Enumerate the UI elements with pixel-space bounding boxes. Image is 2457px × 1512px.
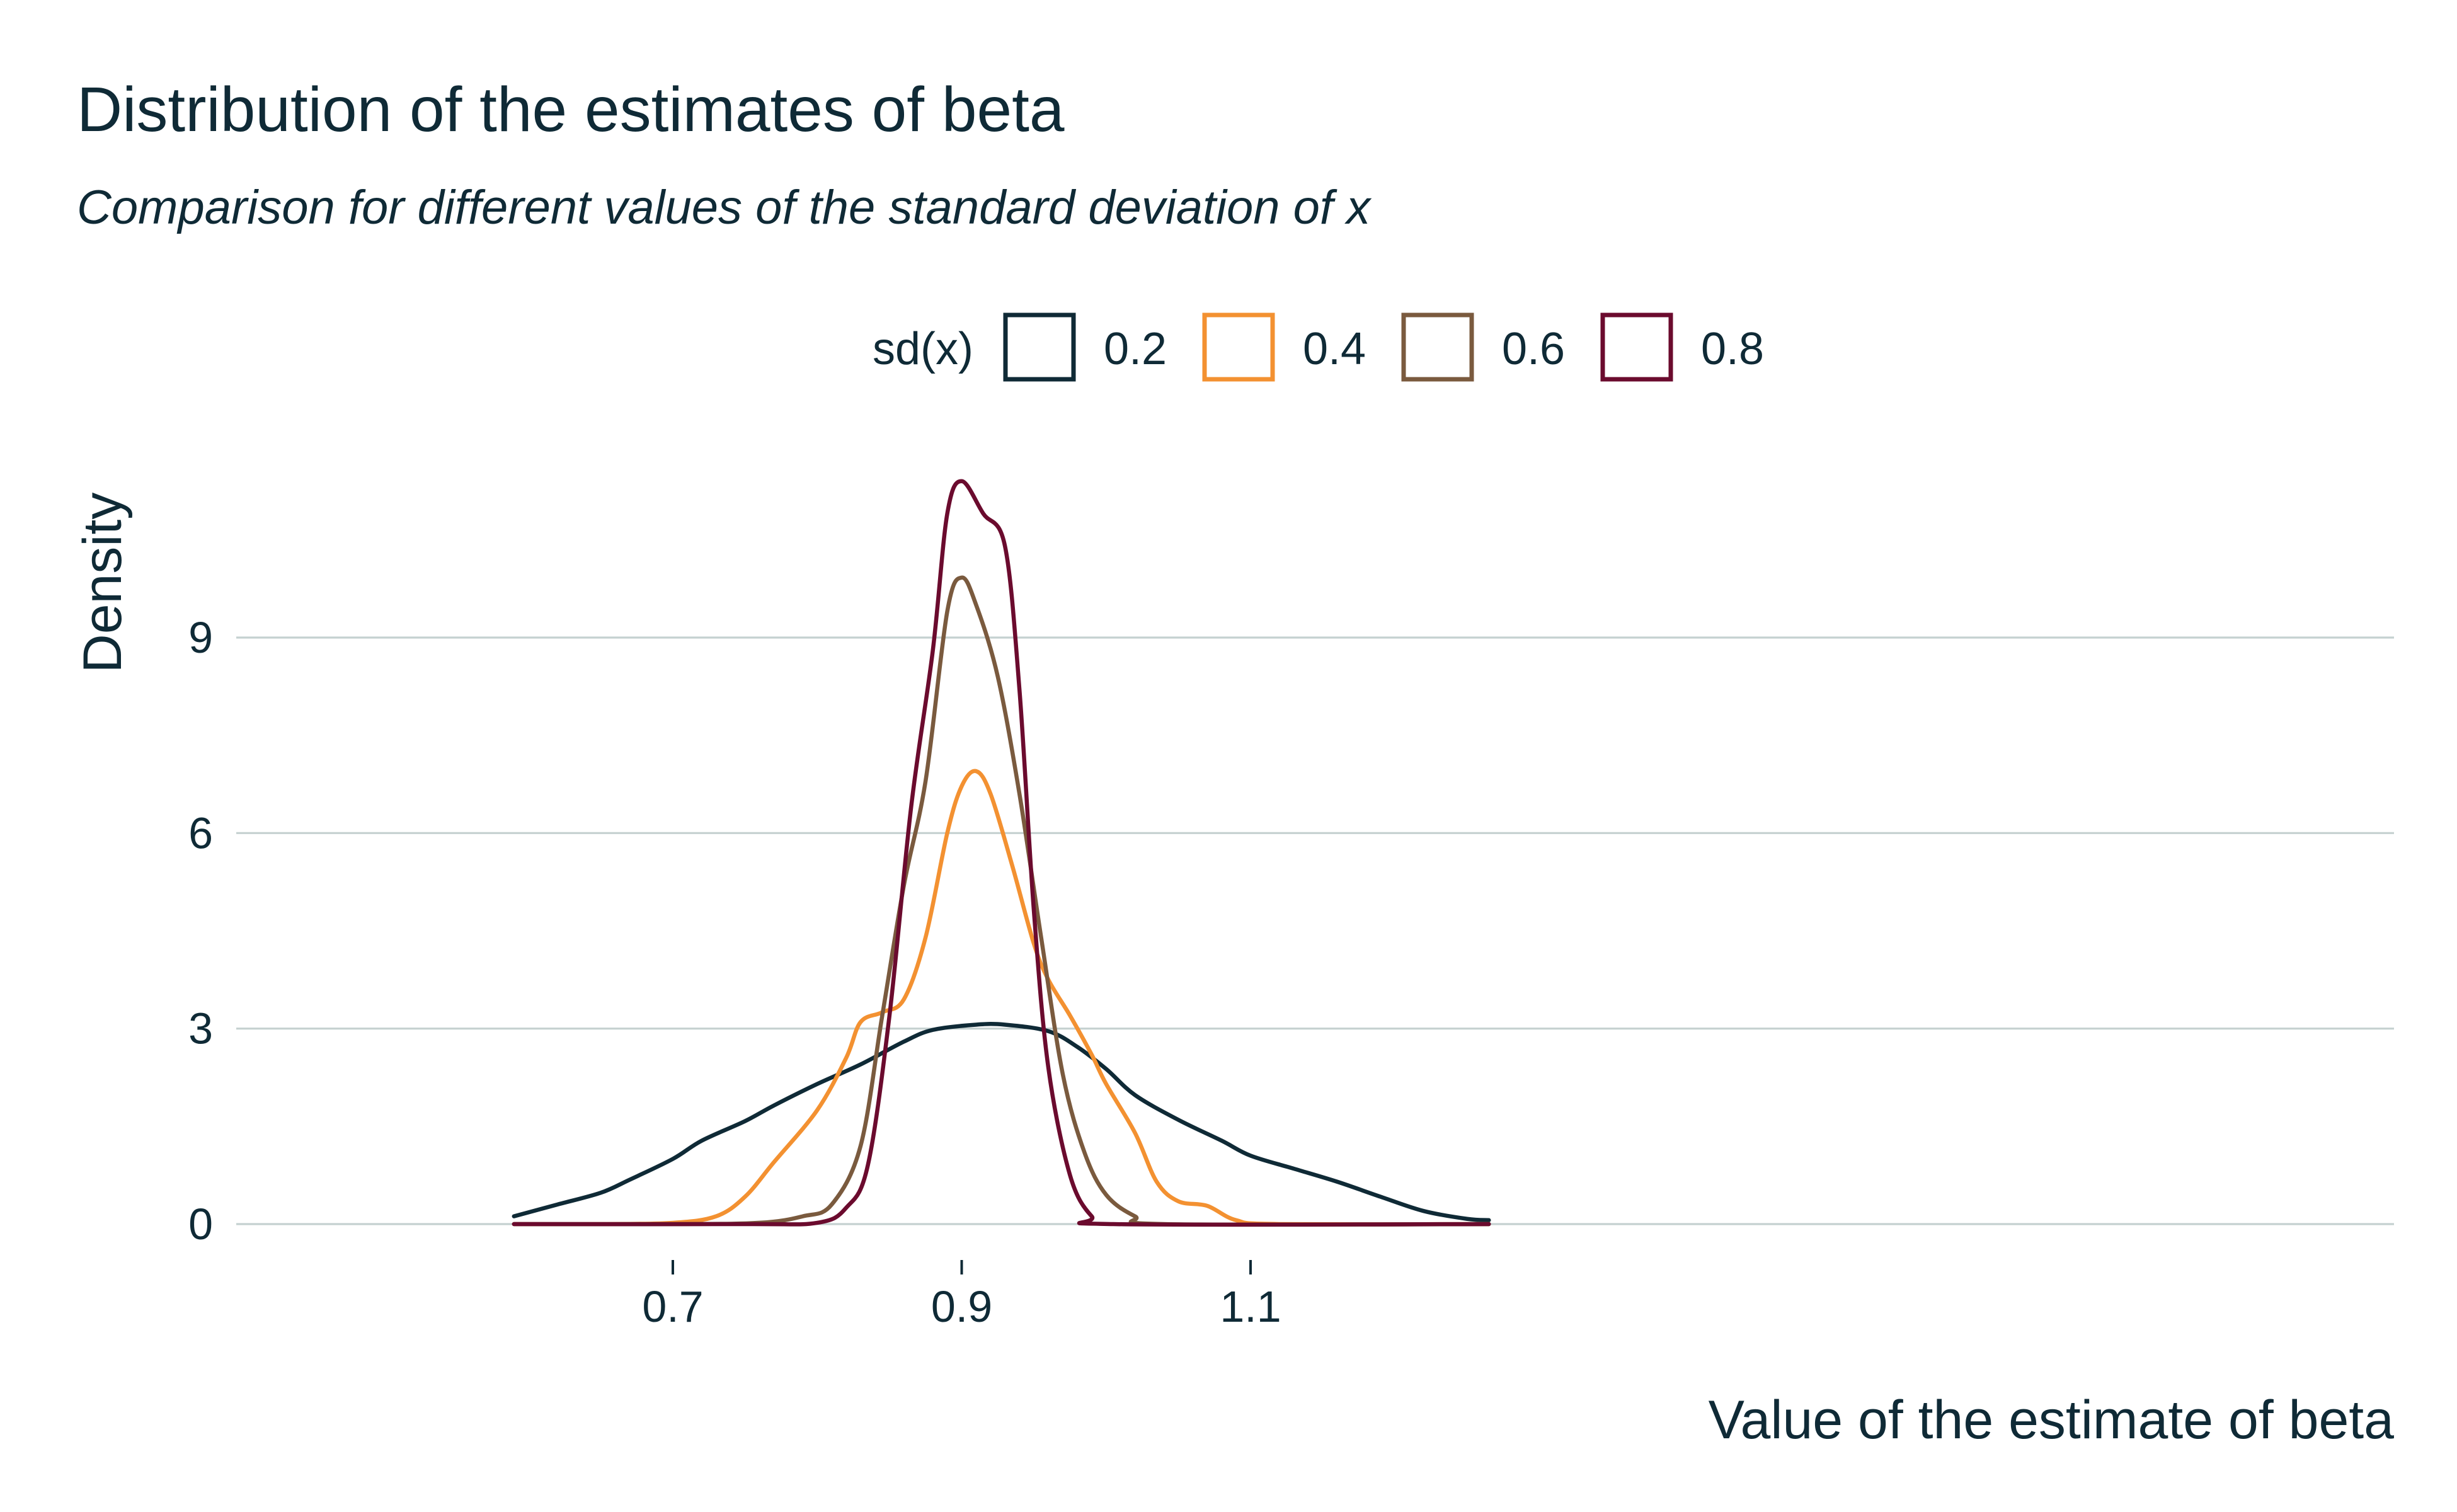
legend-label-0-4: 0.4 (1303, 324, 1366, 374)
x-tick-label-1.1: 1.1 (1220, 1282, 1281, 1331)
density-line-0-8 (512, 479, 1491, 1227)
density-series (512, 479, 1491, 1227)
legend-label-0-6: 0.6 (1502, 324, 1565, 374)
x-tick-label-0.9: 0.9 (931, 1282, 992, 1331)
y-tick-label-9: 9 (188, 613, 213, 662)
chart-title: Distribution of the estimates of beta (77, 74, 1065, 145)
density-line-0-6 (512, 575, 1491, 1227)
legend-key-0-4 (1202, 312, 1275, 382)
chart-subtitle: Comparison for different values of the s… (77, 181, 1372, 234)
y-axis-label: Density (72, 493, 133, 673)
gridlines (236, 636, 2394, 1225)
legend-key-0-2 (1003, 312, 1076, 382)
density-line-0-4 (512, 769, 1491, 1227)
legend-title: sd(x) (873, 324, 973, 374)
y-tick-label-3: 3 (188, 1004, 213, 1053)
legend: sd(x) 0.2 0.4 0.6 0.8 (873, 312, 1764, 382)
legend-label-0-8: 0.8 (1701, 324, 1764, 374)
y-axis: 0 3 6 9 (188, 613, 213, 1249)
legend-key-0-8 (1600, 312, 1673, 382)
y-tick-label-0: 0 (188, 1200, 213, 1249)
x-axis-label: Value of the estimate of beta (1709, 1390, 2395, 1450)
density-line-0-2 (512, 1022, 1491, 1223)
legend-key-0-6 (1401, 312, 1474, 382)
legend-label-0-2: 0.2 (1104, 324, 1167, 374)
x-axis: 0.7 0.9 1.1 (642, 1260, 1281, 1331)
y-tick-label-6: 6 (188, 808, 213, 857)
x-tick-label-0.7: 0.7 (642, 1282, 703, 1331)
